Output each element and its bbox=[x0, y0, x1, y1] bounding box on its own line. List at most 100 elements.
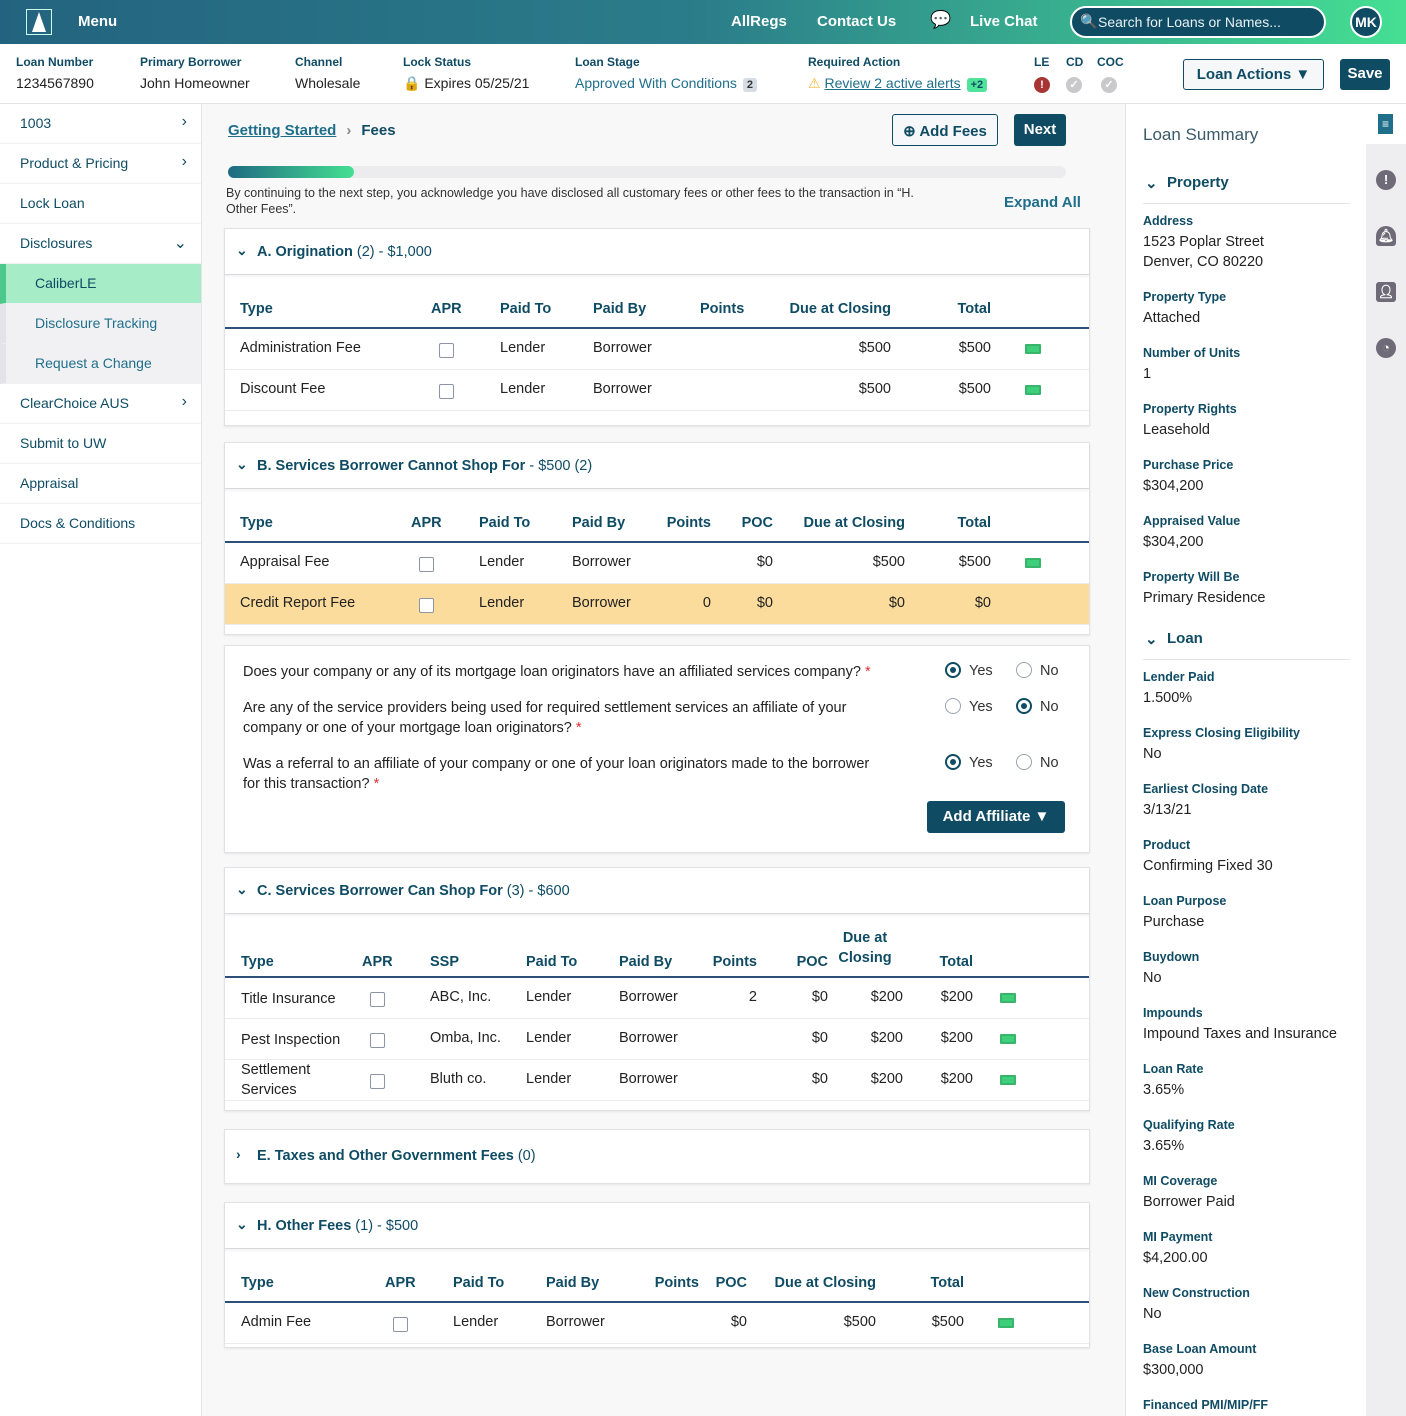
apr-checkbox[interactable] bbox=[370, 992, 385, 1007]
apr-checkbox[interactable] bbox=[370, 1033, 385, 1048]
coc-check-icon[interactable]: ✓ bbox=[1101, 77, 1117, 93]
receipt-icon[interactable]: ≡ bbox=[1378, 114, 1393, 134]
loan-group-toggle[interactable]: ⌄ Loan bbox=[1143, 630, 1350, 660]
loan-stage-link[interactable]: Approved With Conditions bbox=[575, 75, 737, 91]
fee-row[interactable]: Discount Fee Lender Borrower $500 $500 bbox=[225, 370, 1089, 411]
save-button[interactable]: Save bbox=[1340, 59, 1390, 90]
section-h-header[interactable]: ⌄ H. Other Fees (1) - $500 bbox=[225, 1203, 1089, 1249]
radio-yes[interactable]: Yes bbox=[945, 662, 993, 679]
column-header[interactable]: SSP bbox=[430, 954, 460, 970]
search-input[interactable]: 🔍 Search for Loans or Names... bbox=[1070, 6, 1326, 38]
sidebar-item[interactable]: Disclosures ⌄ bbox=[0, 224, 201, 264]
column-header[interactable]: Paid To bbox=[526, 954, 578, 970]
sidebar-item[interactable]: 1003 › bbox=[0, 104, 201, 144]
sidebar-item[interactable]: Product & Pricing › bbox=[0, 144, 201, 184]
alert-icon[interactable]: ! bbox=[1376, 170, 1396, 190]
column-header[interactable]: Type bbox=[240, 301, 273, 317]
column-header[interactable]: Paid By bbox=[593, 301, 647, 317]
section-c-header[interactable]: ⌄ C. Services Borrower Can Shop For (3) -… bbox=[225, 868, 1089, 914]
fee-row[interactable]: Title Insurance ABC, Inc. Lender Borrower 2 $… bbox=[225, 978, 1089, 1019]
column-header[interactable]: APR bbox=[411, 515, 442, 531]
column-header[interactable]: APR bbox=[362, 954, 393, 970]
property-group-toggle[interactable]: ⌄ Property bbox=[1143, 174, 1350, 204]
le-alert-icon[interactable]: ! bbox=[1034, 77, 1050, 93]
apr-checkbox[interactable] bbox=[439, 384, 454, 399]
column-header[interactable]: Points bbox=[700, 301, 745, 317]
cd-check-icon[interactable]: ✓ bbox=[1066, 77, 1082, 93]
sidebar-item[interactable]: Appraisal bbox=[0, 464, 201, 504]
sidebar-item[interactable]: CaliberLE bbox=[0, 264, 201, 304]
apr-checkbox[interactable] bbox=[419, 557, 434, 572]
section-a-header[interactable]: ⌄ A. Origination (2) - $1,000 bbox=[225, 229, 1089, 275]
column-header[interactable]: Due at Closing bbox=[789, 301, 891, 317]
fee-row[interactable]: Pest Inspection Omba, Inc. Lender Borrower $… bbox=[225, 1019, 1089, 1060]
sidebar-item[interactable]: Disclosure Tracking bbox=[0, 304, 201, 344]
column-header[interactable]: Paid By bbox=[619, 954, 673, 970]
column-header[interactable]: Total bbox=[957, 515, 991, 531]
live-chat-link[interactable]: Live Chat bbox=[970, 13, 1038, 30]
avatar[interactable]: MK bbox=[1350, 6, 1382, 38]
radio-no[interactable]: No bbox=[1016, 754, 1059, 771]
fee-row[interactable]: Settlement Services Bluth co. Lender Borrow… bbox=[225, 1060, 1089, 1101]
column-header[interactable]: Type bbox=[241, 954, 274, 970]
column-header[interactable]: POC bbox=[741, 515, 773, 531]
add-affiliate-button[interactable]: Add Affiliate ▼ bbox=[927, 801, 1065, 833]
column-header[interactable]: Type bbox=[241, 1275, 274, 1291]
allregs-link[interactable]: AllRegs bbox=[731, 13, 787, 30]
radio-yes[interactable]: Yes bbox=[945, 754, 993, 771]
column-header[interactable]: Type bbox=[240, 515, 273, 531]
contact-us-link[interactable]: Contact Us bbox=[817, 13, 897, 30]
column-header[interactable]: Points bbox=[654, 1275, 699, 1291]
money-icon[interactable] bbox=[1025, 558, 1041, 568]
column-header[interactable]: APR bbox=[385, 1275, 416, 1291]
radio-no[interactable]: No bbox=[1016, 698, 1059, 715]
bell-icon[interactable]: 🔔︎ bbox=[1376, 226, 1396, 246]
expand-all-link[interactable]: Expand All bbox=[1004, 194, 1081, 211]
column-header[interactable]: Paid To bbox=[500, 301, 552, 317]
sidebar-item[interactable]: Lock Loan bbox=[0, 184, 201, 224]
column-header[interactable]: Points bbox=[712, 954, 757, 970]
column-header[interactable]: Paid To bbox=[479, 515, 531, 531]
next-button[interactable]: Next bbox=[1014, 114, 1066, 146]
add-fees-button[interactable]: ⊕ Add Fees bbox=[892, 114, 998, 146]
column-header[interactable]: Points bbox=[666, 515, 711, 531]
column-header[interactable]: POC bbox=[715, 1275, 747, 1291]
radio-yes[interactable]: Yes bbox=[945, 698, 993, 715]
fee-row[interactable]: Administration Fee Lender Borrower $500 $500 bbox=[225, 329, 1089, 370]
review-alerts-link[interactable]: Review 2 active alerts bbox=[824, 75, 961, 91]
column-header[interactable]: Paid By bbox=[572, 515, 626, 531]
column-header[interactable]: Total bbox=[939, 954, 973, 970]
sidebar-item[interactable]: ClearChoice AUS › bbox=[0, 384, 201, 424]
fee-row[interactable]: Admin Fee Lender Borrower $0 $500 $500 bbox=[225, 1303, 1089, 1344]
fee-row[interactable]: Credit Report Fee Lender Borrower 0 $0 $0 $0 bbox=[225, 584, 1089, 625]
loan-actions-button[interactable]: Loan Actions ▼ bbox=[1183, 59, 1324, 90]
money-icon[interactable] bbox=[1025, 385, 1041, 395]
contacts-icon[interactable]: 👤︎ bbox=[1376, 282, 1396, 302]
section-b-header[interactable]: ⌄ B. Services Borrower Cannot Shop For - … bbox=[225, 443, 1089, 489]
sidebar-item[interactable]: Request a Change bbox=[0, 344, 201, 384]
clock-icon[interactable]: ◔ bbox=[1376, 338, 1396, 358]
column-header[interactable]: Paid By bbox=[546, 1275, 600, 1291]
apr-checkbox[interactable] bbox=[393, 1317, 408, 1332]
column-header[interactable]: Due at Closing bbox=[803, 515, 905, 531]
money-icon[interactable] bbox=[1000, 1075, 1016, 1085]
column-header[interactable]: Total bbox=[930, 1275, 964, 1291]
apr-checkbox[interactable] bbox=[419, 598, 434, 613]
column-header[interactable]: POC bbox=[796, 954, 828, 970]
money-icon[interactable] bbox=[998, 1318, 1014, 1328]
logo[interactable] bbox=[26, 9, 52, 35]
sidebar-item[interactable]: Submit to UW bbox=[0, 424, 201, 464]
apr-checkbox[interactable] bbox=[439, 343, 454, 358]
breadcrumb-getting-started[interactable]: Getting Started bbox=[228, 122, 337, 139]
column-header[interactable]: APR bbox=[431, 301, 462, 317]
column-header[interactable]: Total bbox=[957, 301, 991, 317]
money-icon[interactable] bbox=[1025, 344, 1041, 354]
money-icon[interactable] bbox=[1000, 993, 1016, 1003]
money-icon[interactable] bbox=[1000, 1034, 1016, 1044]
sidebar-item[interactable]: Docs & Conditions bbox=[0, 504, 201, 544]
column-header[interactable]: Due at Closing bbox=[838, 930, 892, 966]
menu-button[interactable]: Menu bbox=[78, 13, 118, 30]
column-header[interactable]: Paid To bbox=[453, 1275, 505, 1291]
section-e-header[interactable]: › E. Taxes and Other Government Fees (0) bbox=[225, 1130, 1089, 1184]
column-header[interactable]: Due at Closing bbox=[774, 1275, 876, 1291]
